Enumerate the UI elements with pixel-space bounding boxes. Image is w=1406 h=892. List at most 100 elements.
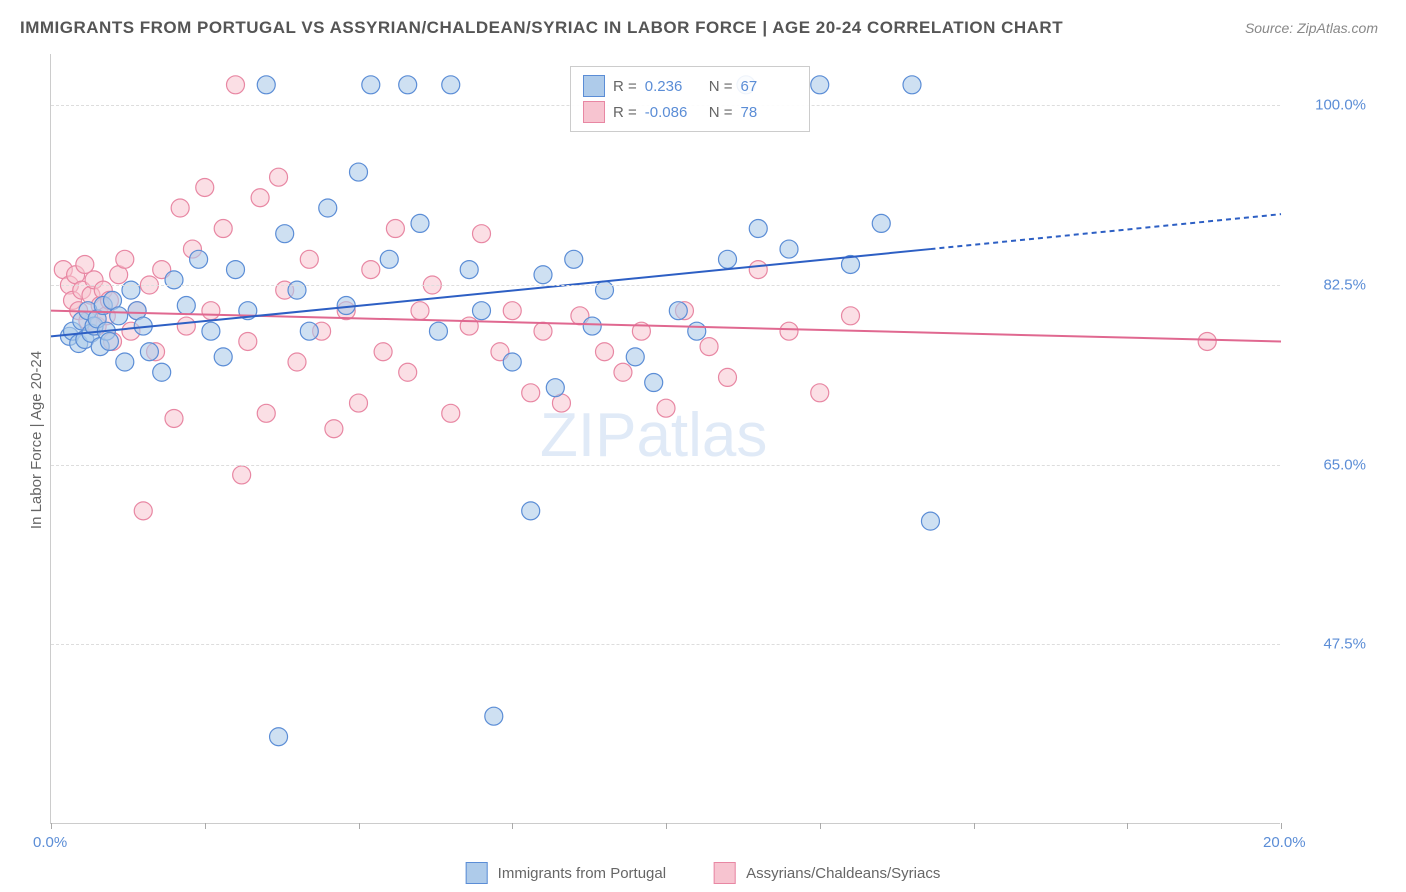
scatter-point [270,728,288,746]
legend-swatch-blue [466,862,488,884]
trend-line-blue-ext [930,214,1281,249]
scatter-point [596,343,614,361]
scatter-point [153,363,171,381]
scatter-point [719,250,737,268]
scatter-svg [51,54,1280,823]
scatter-point [442,76,460,94]
scatter-point [780,322,798,340]
x-tick [359,823,360,829]
y-axis-title: In Labor Force | Age 20-24 [28,351,45,529]
correlation-legend: R = 0.236 N = 67 R = -0.086 N = 78 [570,66,810,132]
scatter-point [362,76,380,94]
scatter-point [565,250,583,268]
scatter-point [165,271,183,289]
legend-r-pink: -0.086 [645,104,701,121]
scatter-point [214,220,232,238]
scatter-point [1198,332,1216,350]
scatter-point [257,404,275,422]
scatter-point [257,76,275,94]
scatter-point [350,394,368,412]
scatter-point [233,466,251,484]
scatter-point [116,250,134,268]
x-tick [1127,823,1128,829]
scatter-point [780,240,798,258]
scatter-point [872,214,890,232]
legend-swatch-pink [583,101,605,123]
legend-n-blue: 67 [741,78,797,95]
scatter-point [362,261,380,279]
scatter-point [134,502,152,520]
x-tick [51,823,52,829]
x-tick [1281,823,1282,829]
scatter-point [374,343,392,361]
scatter-point [811,384,829,402]
scatter-point [177,297,195,315]
scatter-point [122,281,140,299]
scatter-point [227,76,245,94]
x-tick [974,823,975,829]
legend-n-label: N = [709,104,733,121]
scatter-point [921,512,939,530]
scatter-point [276,225,294,243]
scatter-point [596,281,614,299]
legend-r-label: R = [613,104,637,121]
x-tick [512,823,513,829]
scatter-point [503,302,521,320]
legend-row-pink: R = -0.086 N = 78 [583,99,797,125]
scatter-point [171,199,189,217]
gridline [51,285,1280,286]
scatter-point [300,250,318,268]
x-tick [666,823,667,829]
scatter-point [626,348,644,366]
x-tick [820,823,821,829]
gridline [51,644,1280,645]
scatter-point [399,363,417,381]
scatter-point [442,404,460,422]
legend-n-pink: 78 [741,104,797,121]
legend-item-blue: Immigrants from Portugal [466,862,666,884]
legend-n-label: N = [709,78,733,95]
y-tick-label: 82.5% [1323,277,1366,294]
scatter-point [116,353,134,371]
legend-swatch-pink [714,862,736,884]
legend-label-pink: Assyrians/Chaldeans/Syriacs [746,865,940,882]
scatter-point [202,322,220,340]
scatter-point [251,189,269,207]
scatter-point [749,261,767,279]
scatter-point [325,420,343,438]
scatter-point [473,302,491,320]
legend-r-label: R = [613,78,637,95]
scatter-point [380,250,398,268]
scatter-point [239,332,257,350]
scatter-point [100,332,118,350]
scatter-point [288,281,306,299]
legend-r-blue: 0.236 [645,78,701,95]
source-attribution: Source: ZipAtlas.com [1245,20,1378,36]
scatter-point [842,307,860,325]
scatter-point [522,384,540,402]
scatter-point [749,220,767,238]
scatter-point [534,322,552,340]
scatter-point [300,322,318,340]
legend-swatch-blue [583,75,605,97]
scatter-point [196,178,214,196]
x-tick [205,823,206,829]
scatter-point [657,399,675,417]
scatter-point [190,250,208,268]
scatter-point [177,317,195,335]
scatter-point [227,261,245,279]
legend-item-pink: Assyrians/Chaldeans/Syriacs [714,862,940,884]
scatter-point [429,322,447,340]
scatter-point [473,225,491,243]
y-tick-label: 100.0% [1315,97,1366,114]
scatter-point [688,322,706,340]
scatter-point [411,214,429,232]
scatter-point [583,317,601,335]
scatter-point [460,261,478,279]
scatter-point [386,220,404,238]
y-tick-label: 65.0% [1323,456,1366,473]
scatter-point [270,168,288,186]
scatter-point [202,302,220,320]
scatter-point [503,353,521,371]
scatter-point [719,368,737,386]
